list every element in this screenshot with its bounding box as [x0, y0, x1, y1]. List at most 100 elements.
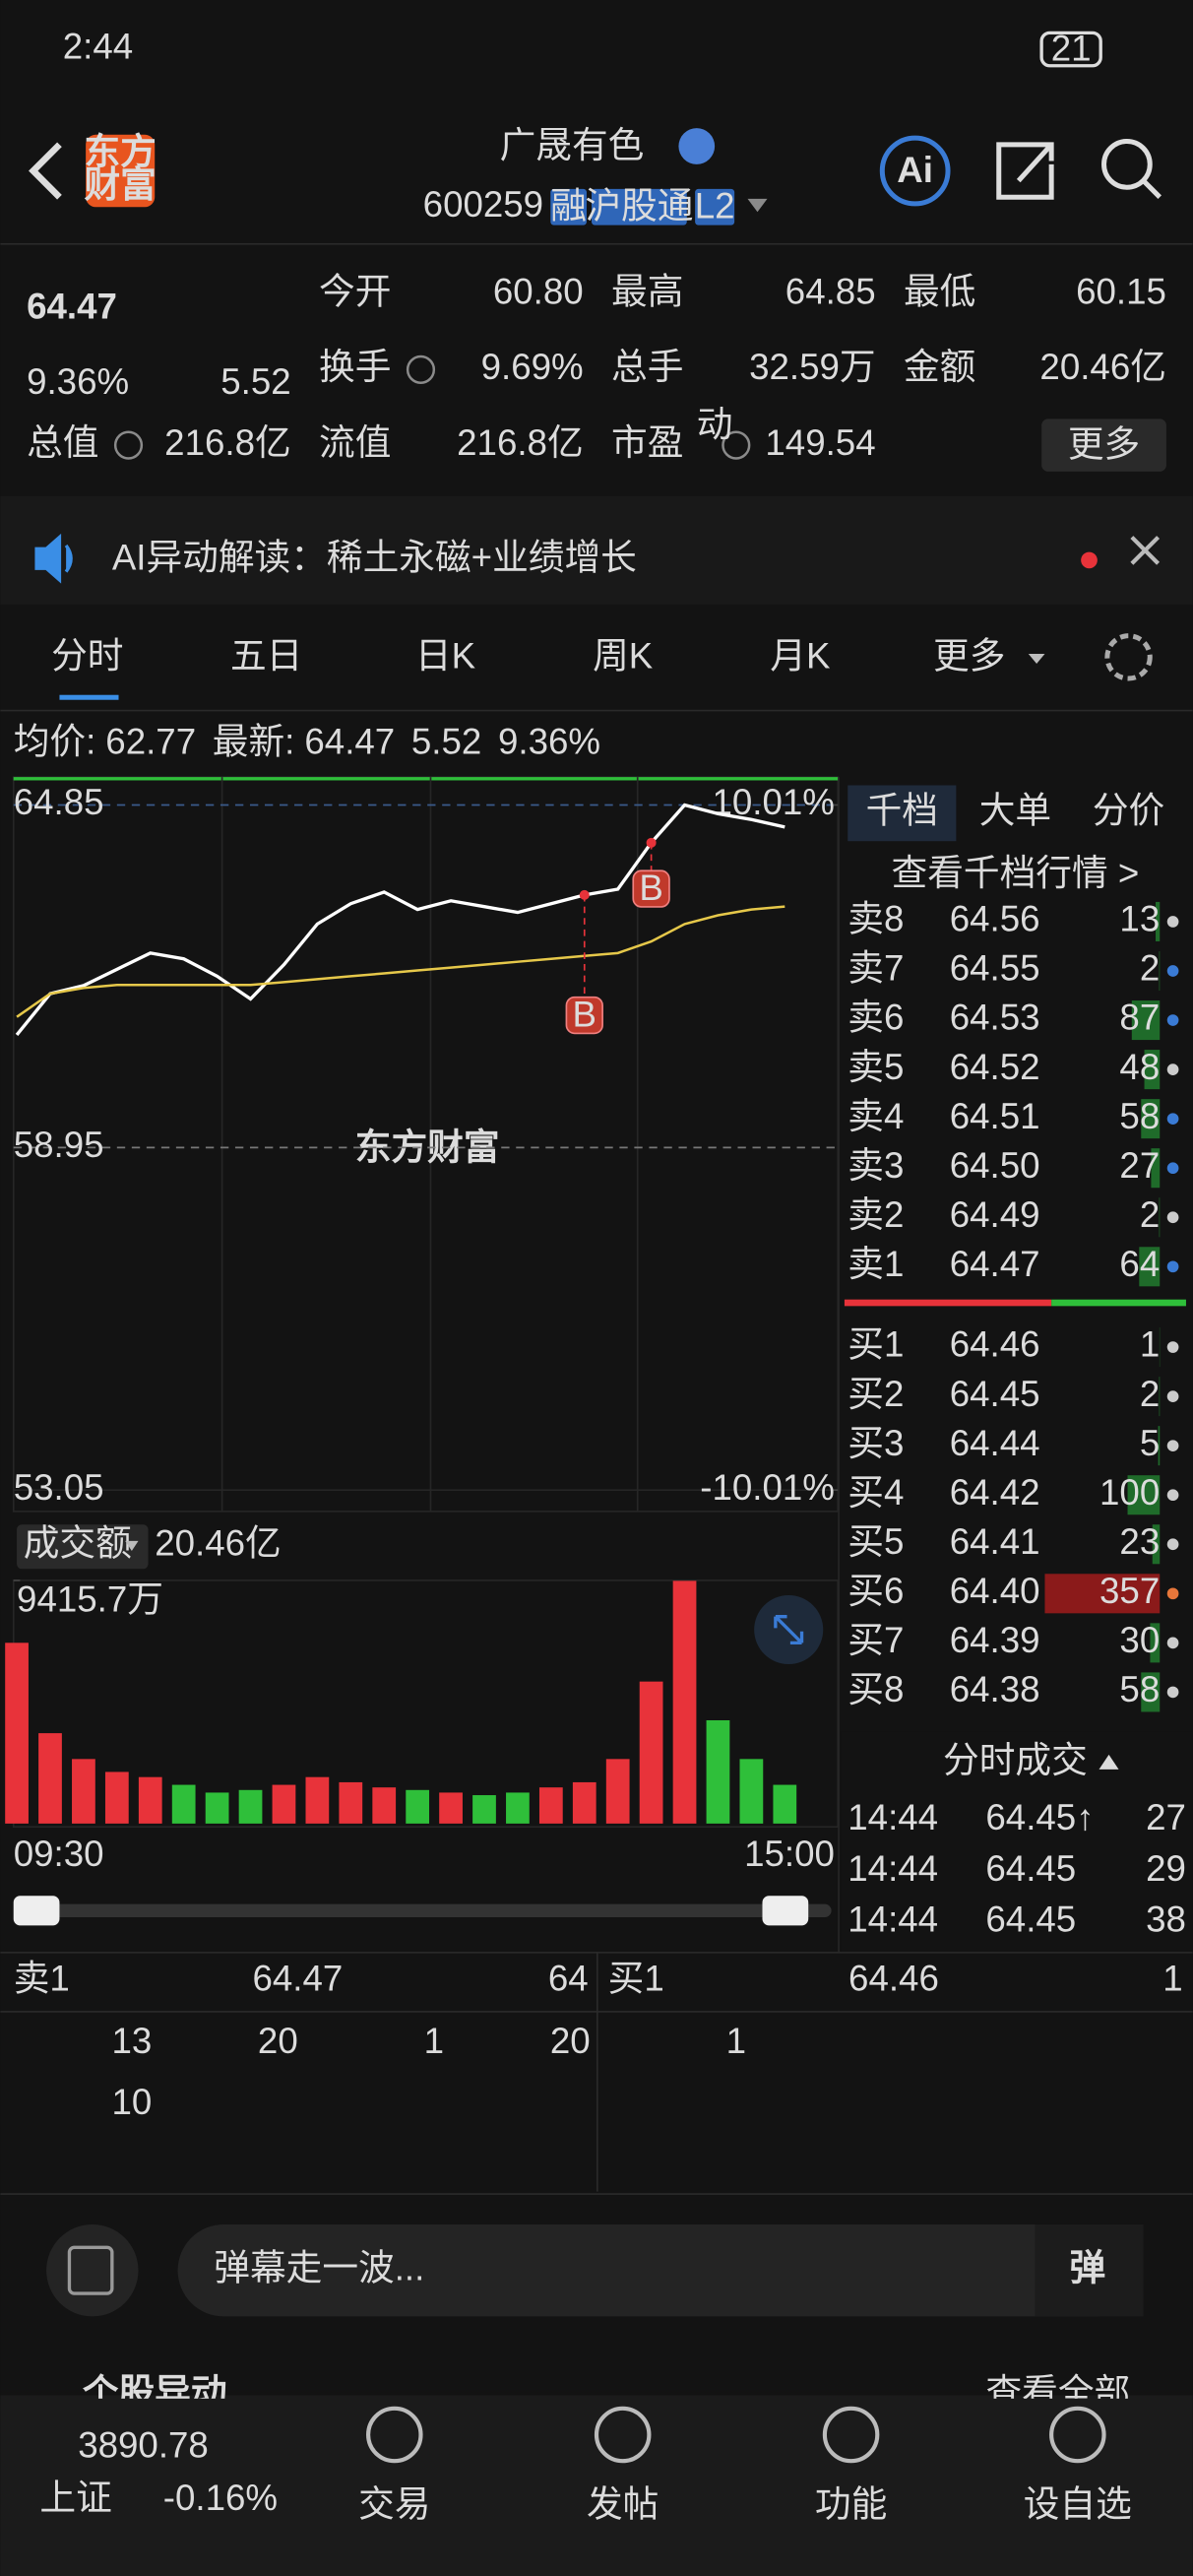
volume-bar: [372, 1787, 397, 1824]
field-label: 今开: [319, 271, 391, 311]
book-price: 64.45: [950, 1374, 1040, 1414]
tab[interactable]: 日K: [415, 636, 476, 676]
buy-marker-label: B: [639, 868, 662, 908]
book-dot: [1166, 1686, 1179, 1699]
divider: [838, 777, 840, 1953]
slider-handle[interactable]: [13, 1896, 60, 1926]
queue-order: 1: [726, 2021, 746, 2061]
volume-selector[interactable]: [17, 1524, 149, 1570]
comment-placeholder[interactable]: 弹幕走一波...: [214, 2247, 424, 2287]
book-qty: 23: [1119, 1521, 1160, 1562]
book-qty: 30: [1119, 1620, 1160, 1660]
book-qty: 87: [1119, 998, 1160, 1038]
more-label[interactable]: 更多: [1068, 423, 1140, 464]
book-link[interactable]: 查看千档行情 >: [892, 853, 1140, 893]
qty-bar: [1150, 1623, 1161, 1663]
field-value: 216.8亿: [164, 422, 291, 463]
book-dot: [1166, 1113, 1179, 1125]
slider-track: [17, 1903, 832, 1917]
book-tab[interactable]: 分价: [1093, 791, 1164, 831]
stock-tag: 沪股通: [585, 186, 693, 226]
book-qty: 5: [1140, 1423, 1160, 1463]
comment-icon[interactable]: [46, 2223, 139, 2317]
back-button[interactable]: [29, 142, 62, 200]
field-label: 流值: [319, 422, 391, 463]
book-qty: 27: [1119, 1145, 1160, 1186]
info-icon[interactable]: [722, 430, 751, 460]
danmu-button[interactable]: 弹: [1069, 2247, 1105, 2287]
volume-bar: [171, 1784, 196, 1824]
nav-item[interactable]: 发帖: [587, 2484, 659, 2525]
nav-item[interactable]: 交易: [358, 2484, 430, 2525]
volume-bar: [739, 1759, 764, 1824]
nav-item[interactable]: 设自选: [1024, 2484, 1132, 2525]
tag-bg: [591, 188, 687, 225]
book-price: 64.41: [950, 1521, 1040, 1562]
summary-item: 5.52: [411, 721, 481, 761]
field-value: 20.46亿: [1039, 347, 1166, 387]
settings-button[interactable]: [1104, 633, 1153, 681]
book-qty: 58: [1119, 1669, 1160, 1709]
book-label: 卖7: [848, 948, 904, 989]
change-percent: 9.36%: [27, 361, 129, 402]
close-button[interactable]: [1130, 536, 1161, 565]
nav-item[interactable]: 功能: [815, 2484, 887, 2525]
nav-icon: [822, 2406, 880, 2464]
y-tick-label: 53.05: [14, 1467, 104, 1508]
change-amount: 5.52: [220, 361, 290, 402]
divider: [0, 242, 1193, 245]
book-price: 64.40: [950, 1571, 1040, 1611]
queue-qty: 1: [1162, 1959, 1182, 1999]
trade-qty: 38: [1146, 1900, 1186, 1940]
book-qty: 64: [1119, 1244, 1160, 1284]
book-price: 64.46: [950, 1324, 1040, 1365]
tab[interactable]: 五日: [230, 636, 302, 676]
book-price: 64.39: [950, 1620, 1040, 1660]
tab[interactable]: 周K: [593, 636, 654, 676]
book-qty: 1: [1140, 1324, 1160, 1365]
search-button[interactable]: [1101, 138, 1153, 190]
comment-input[interactable]: [177, 2223, 1144, 2317]
book-price: 64.44: [950, 1423, 1040, 1463]
field-label: 市盈: [611, 422, 683, 463]
qty-bar: [1159, 1377, 1161, 1417]
trade-price: 64.45↑: [985, 1797, 1094, 1837]
tab[interactable]: 分时: [51, 636, 123, 676]
more-button[interactable]: [1041, 419, 1166, 472]
marker-dot: [646, 837, 657, 848]
tab-indicator: [59, 694, 119, 700]
info-icon[interactable]: [113, 430, 144, 460]
field-label: 总值: [27, 422, 98, 463]
dropdown[interactable]: [747, 198, 768, 213]
active-tab-bg: [848, 785, 957, 842]
slider-handle[interactable]: [762, 1896, 809, 1926]
stock-code: 600259: [423, 184, 543, 225]
book-dot: [1166, 1637, 1179, 1649]
book-label: 卖3: [848, 1145, 904, 1186]
volume-bar: [339, 1781, 363, 1824]
book-tab[interactable]: 大单: [979, 791, 1051, 831]
tab[interactable]: 更多: [933, 636, 1005, 676]
book-price: 64.38: [950, 1669, 1040, 1709]
book-label: 买1: [848, 1324, 904, 1365]
book-label: 买5: [848, 1521, 904, 1562]
queue-order: 20: [550, 2021, 591, 2061]
x-tick-label: 09:30: [14, 1834, 104, 1874]
book-qty: 58: [1119, 1096, 1160, 1136]
share-button[interactable]: [996, 142, 1054, 200]
book-dot: [1166, 1440, 1179, 1452]
pe-note: 动: [697, 404, 733, 444]
book-price: 64.49: [950, 1194, 1040, 1235]
trade-qty: 29: [1146, 1848, 1186, 1889]
book-label: 买6: [848, 1571, 904, 1611]
info-icon[interactable]: [406, 354, 436, 384]
book-price: 64.50: [950, 1145, 1040, 1186]
ai-button[interactable]: [879, 135, 951, 207]
book-tab[interactable]: 千档: [866, 791, 938, 831]
limit-up-line: [13, 777, 839, 781]
divider: [0, 2193, 1193, 2195]
book-price: 64.53: [950, 998, 1040, 1038]
book-qty: 13: [1119, 899, 1160, 939]
tab[interactable]: 月K: [770, 636, 831, 676]
